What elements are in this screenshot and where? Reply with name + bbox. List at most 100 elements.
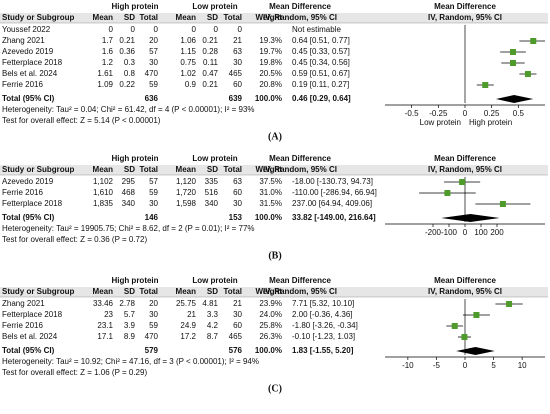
cell: 59 bbox=[149, 321, 158, 330]
group-header: Low protein bbox=[192, 2, 237, 11]
x-tick-label: 10 bbox=[518, 361, 527, 370]
cell: 30 bbox=[149, 199, 158, 208]
ci-label: -1.80 [-3.26, -0.34] bbox=[292, 321, 358, 330]
effect-square bbox=[444, 190, 451, 196]
cell: 30 bbox=[149, 58, 158, 67]
column-header: SD bbox=[207, 13, 218, 22]
cell: 60 bbox=[233, 188, 242, 197]
column-header: Total bbox=[223, 287, 242, 296]
cell: 63 bbox=[233, 47, 242, 56]
ci-label: 0.59 [0.51, 0.67] bbox=[292, 69, 350, 78]
column-header: Weight bbox=[255, 13, 282, 22]
study-name: Youssef 2022 bbox=[2, 25, 51, 34]
x-tick-label: 5 bbox=[491, 361, 496, 370]
group-header: Mean Difference bbox=[269, 276, 331, 285]
column-header: IV, Random, 95% CI bbox=[428, 165, 502, 174]
cell: 30 bbox=[233, 58, 242, 67]
weight: 24.0% bbox=[259, 310, 282, 319]
x-tick-label: 0.25 bbox=[484, 109, 500, 118]
column-header: IV, Random, 95% CI bbox=[263, 165, 337, 174]
column-header: Mean bbox=[93, 13, 114, 22]
cell: 1,102 bbox=[93, 177, 114, 186]
cell: 2.78 bbox=[119, 299, 135, 308]
group-header: Mean Difference bbox=[434, 276, 496, 285]
cell: 1.09 bbox=[97, 80, 113, 89]
header-band bbox=[0, 13, 548, 23]
study-name: Fetterplace 2018 bbox=[2, 58, 63, 67]
weight: 26.3% bbox=[259, 332, 282, 341]
cell: 1.02 bbox=[180, 69, 196, 78]
cell: 1.15 bbox=[180, 47, 196, 56]
ci-label: 237.00 [64.94, 409.06] bbox=[292, 199, 372, 208]
ci-label: Not estimable bbox=[292, 25, 341, 34]
column-header: IV, Random, 95% CI bbox=[263, 13, 337, 22]
total-high: 146 bbox=[145, 213, 159, 222]
study-name: Azevedo 2019 bbox=[2, 177, 54, 186]
summary-diamond bbox=[441, 214, 500, 222]
weight: 20.8% bbox=[259, 80, 282, 89]
column-header: Mean bbox=[176, 287, 197, 296]
cell: 0.47 bbox=[202, 69, 218, 78]
column-header: Study or Subgroup bbox=[2, 287, 75, 296]
column-header: Mean bbox=[176, 165, 197, 174]
panel-label: (C) bbox=[268, 383, 282, 394]
group-header: Low protein bbox=[192, 154, 237, 163]
total-weight: 100.0% bbox=[255, 213, 282, 222]
cell: 0.3 bbox=[124, 58, 136, 67]
column-header: Total bbox=[139, 287, 158, 296]
x-tick-label: 100 bbox=[474, 228, 488, 237]
cell: 8.7 bbox=[207, 332, 219, 341]
effect-square bbox=[459, 179, 466, 185]
weight: 31.5% bbox=[259, 199, 282, 208]
cell: 63 bbox=[233, 177, 242, 186]
column-header: SD bbox=[207, 287, 218, 296]
column-header: Weight bbox=[255, 165, 282, 174]
cell: 57 bbox=[149, 177, 158, 186]
cell: 30 bbox=[149, 310, 158, 319]
ci-label: 0.45 [0.34, 0.56] bbox=[292, 58, 350, 67]
cell: 4.81 bbox=[202, 299, 218, 308]
panel-label: (B) bbox=[268, 250, 281, 261]
summary-diamond bbox=[456, 347, 495, 355]
weight: 19.7% bbox=[259, 47, 282, 56]
cell: 23.1 bbox=[97, 321, 113, 330]
cell: 21 bbox=[233, 299, 242, 308]
summary-diamond bbox=[495, 95, 534, 103]
x-tick-label: -100 bbox=[441, 228, 458, 237]
group-header: Mean Difference bbox=[434, 2, 496, 11]
heterogeneity: Heterogeneity: Tau² = 19905.75; Chi² = 8… bbox=[2, 224, 255, 233]
column-header: Total bbox=[223, 13, 242, 22]
effect-square bbox=[510, 60, 516, 66]
cell: 1.06 bbox=[180, 36, 196, 45]
x-tick-label: -0.25 bbox=[429, 109, 448, 118]
ci-label: 2.00 [-0.36, 4.36] bbox=[292, 310, 353, 319]
cell: 0 bbox=[238, 25, 243, 34]
weight: 37.5% bbox=[259, 177, 282, 186]
column-header: Mean bbox=[93, 287, 114, 296]
study-name: Ferrie 2016 bbox=[2, 188, 43, 197]
cell: 23 bbox=[104, 310, 113, 319]
cell: 1,610 bbox=[93, 188, 114, 197]
column-header: Total bbox=[223, 165, 242, 174]
x-tick-label: 0 bbox=[463, 228, 468, 237]
cell: 0.21 bbox=[202, 80, 218, 89]
cell: 0 bbox=[109, 25, 114, 34]
ci-label: -18.00 [-130.73, 94.73] bbox=[292, 177, 373, 186]
total-weight: 100.0% bbox=[255, 94, 282, 103]
weight: 31.0% bbox=[259, 188, 282, 197]
cell: 0.75 bbox=[180, 58, 196, 67]
weight: 25.8% bbox=[259, 321, 282, 330]
x-tick-label: 0 bbox=[463, 361, 468, 370]
heterogeneity: Heterogeneity: Tau² = 0.04; Chi² = 61.42… bbox=[2, 105, 255, 114]
group-header: High protein bbox=[111, 2, 158, 11]
cell: 0 bbox=[192, 25, 197, 34]
cell: 3.9 bbox=[124, 321, 136, 330]
cell: 465 bbox=[229, 69, 243, 78]
cell: 1,720 bbox=[176, 188, 197, 197]
study-name: Fetterplace 2018 bbox=[2, 310, 63, 319]
cell: 1.7 bbox=[102, 36, 114, 45]
total-low: 639 bbox=[229, 94, 243, 103]
effect-square bbox=[510, 49, 516, 55]
study-name: Bels et al. 2024 bbox=[2, 332, 58, 341]
cell: 0 bbox=[214, 25, 219, 34]
